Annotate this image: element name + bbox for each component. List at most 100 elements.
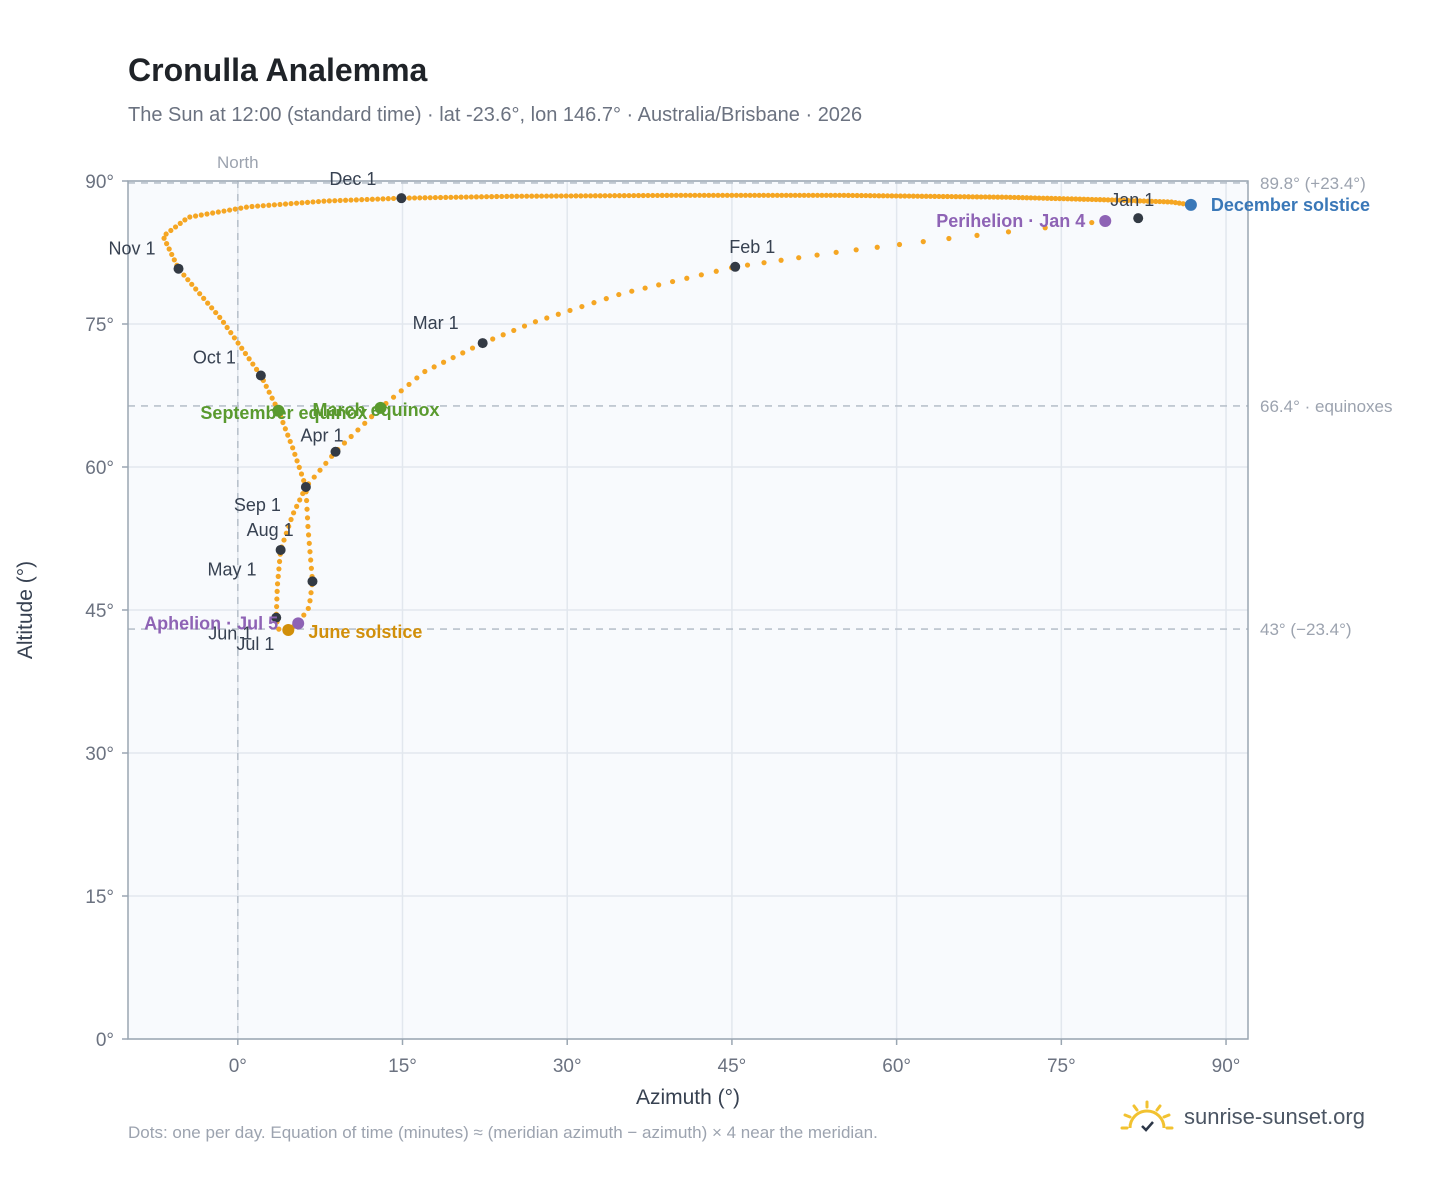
- day-dot: [362, 420, 368, 426]
- day-dot: [494, 193, 500, 200]
- day-dot: [308, 565, 314, 571]
- day-dot: [228, 330, 234, 336]
- day-dot: [460, 350, 466, 356]
- day-dot: [1024, 195, 1030, 201]
- day-dot: [305, 532, 312, 538]
- brand[interactable]: sunrise-sunset.org: [1120, 1100, 1365, 1134]
- day-dot: [271, 202, 278, 208]
- day-dot: [286, 523, 292, 529]
- day-dot: [310, 199, 316, 205]
- day-dot: [949, 193, 955, 200]
- day-dot: [1040, 195, 1046, 201]
- day-dot: [443, 194, 449, 200]
- day-dot: [729, 192, 735, 198]
- day-dot: [631, 192, 637, 199]
- day-dot: [353, 197, 359, 203]
- day-dot: [797, 192, 803, 198]
- day-dot: [1117, 197, 1123, 203]
- day-dot: [744, 262, 751, 268]
- day-dot: [468, 194, 474, 200]
- day-dot: [893, 193, 899, 199]
- day-dot: [323, 460, 329, 466]
- day-dot: [348, 433, 354, 440]
- day-dot: [573, 193, 579, 199]
- day-dot: [296, 464, 302, 470]
- day-dot: [978, 194, 984, 200]
- day-dot: [292, 451, 298, 457]
- day-dot: [287, 438, 293, 445]
- day-dot: [164, 241, 170, 247]
- y-axis-title: Altitude (°): [14, 561, 37, 659]
- day-dot: [534, 193, 540, 199]
- day-dot: [450, 354, 456, 361]
- day-dot: [221, 208, 227, 214]
- day-dot: [953, 194, 959, 200]
- day-dot: [567, 307, 573, 314]
- day-dot: [299, 200, 305, 206]
- month-marker: [307, 576, 318, 587]
- day-dot: [422, 195, 428, 201]
- day-dot: [1113, 197, 1119, 203]
- day-dot: [602, 193, 608, 199]
- day-dot: [274, 596, 280, 602]
- day-dot: [220, 319, 227, 325]
- day-dot: [478, 194, 485, 200]
- day-dot: [204, 211, 210, 217]
- event-marker: [272, 404, 285, 417]
- event-marker: [1184, 198, 1197, 211]
- chart-title: Cronulla Analemma: [128, 52, 428, 88]
- day-dot: [1168, 199, 1175, 205]
- x-tick-label: 60°: [882, 1056, 911, 1077]
- day-dot: [253, 366, 260, 372]
- day-dot: [814, 252, 820, 258]
- day-dot: [863, 192, 869, 199]
- day-dot: [181, 272, 187, 278]
- day-dot: [1101, 197, 1107, 203]
- day-dot: [463, 194, 469, 200]
- day-dot: [986, 194, 993, 200]
- reference-label: 66.4° · equinoxes: [1260, 397, 1393, 416]
- event-marker: [1099, 215, 1112, 228]
- day-dot: [209, 305, 215, 311]
- day-dot: [406, 381, 412, 388]
- day-dot: [543, 193, 550, 199]
- day-dot: [304, 515, 311, 521]
- day-dot: [280, 419, 286, 426]
- x-axis-title: Azimuth (°): [636, 1086, 740, 1109]
- day-dot: [770, 192, 776, 198]
- day-dot: [308, 557, 314, 563]
- day-dot: [193, 286, 199, 292]
- day-dot: [504, 193, 510, 199]
- day-dot: [833, 249, 839, 255]
- day-dot: [1003, 194, 1009, 200]
- x-tick-label: 45°: [718, 1056, 747, 1077]
- day-dot: [645, 192, 651, 199]
- day-dot: [305, 605, 311, 612]
- day-dot: [521, 323, 528, 329]
- day-dot: [733, 192, 740, 198]
- day-dot: [197, 291, 203, 297]
- day-dot: [713, 268, 719, 274]
- day-dot: [198, 212, 204, 218]
- day-dot: [275, 573, 281, 579]
- brand-name: sunrise-sunset.org: [1184, 1104, 1365, 1129]
- day-dot: [163, 231, 169, 237]
- day-dot: [995, 194, 1001, 200]
- day-dot: [538, 193, 545, 199]
- day-dot: [828, 192, 834, 198]
- day-dot: [548, 193, 555, 199]
- day-dot: [301, 477, 307, 484]
- month-label: May 1: [207, 559, 256, 579]
- day-dot: [946, 235, 952, 242]
- day-dot: [185, 277, 191, 283]
- day-dot: [906, 193, 912, 199]
- day-dot: [231, 335, 238, 341]
- day-dot: [266, 389, 272, 395]
- event-marker: [292, 617, 305, 630]
- day-dot: [664, 192, 670, 198]
- grid-lines: [128, 180, 1248, 1040]
- day-dot: [437, 194, 444, 201]
- day-dot: [965, 194, 972, 200]
- chart-subtitle: The Sun at 12:00 (standard time) · lat -…: [128, 104, 863, 126]
- event-marker: [282, 624, 295, 637]
